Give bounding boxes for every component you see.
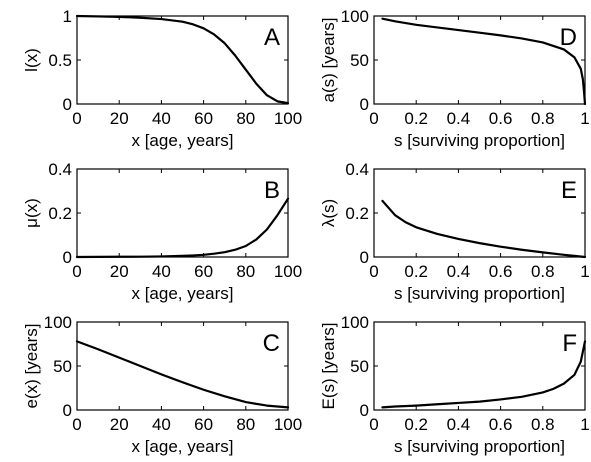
panel-letter: F	[562, 330, 577, 357]
plot-frame	[76, 168, 289, 258]
y-tick-label: 0	[360, 401, 369, 420]
plot-frame	[373, 321, 586, 411]
y-tick-label: 0	[63, 401, 72, 420]
x-tick-label: 80	[236, 262, 255, 281]
x-axis-label: s [surviving proportion]	[394, 131, 565, 150]
plot-frame	[76, 321, 289, 411]
x-tick-label: 1	[580, 262, 589, 281]
y-axis-label: E(s) [years]	[319, 323, 338, 410]
y-axis-label: μ(x)	[22, 198, 41, 228]
y-tick-label: 0.5	[48, 51, 72, 70]
x-tick-label: 0.2	[404, 109, 428, 128]
x-tick-label: 0.6	[489, 109, 513, 128]
x-tick-label: 100	[274, 415, 302, 434]
panel-letter: B	[264, 177, 280, 204]
y-tick-label: 0.2	[345, 204, 369, 223]
series-line	[381, 340, 587, 409]
x-tick-label: 0	[369, 262, 378, 281]
y-tick-label: 50	[350, 51, 369, 70]
x-tick-label: 0	[72, 262, 81, 281]
x-tick-label: 1	[580, 109, 589, 128]
series-line	[381, 17, 587, 106]
panel-d: 0 0.2 0.4 0.6 0.8 1 0 50 100 s [surviving proport…	[319, 7, 590, 150]
x-tick-label: 20	[110, 109, 129, 128]
panel-c: 0 20 40 60 80 100 0 50 100 x [age, years] e(x) [ye…	[22, 313, 302, 456]
panel-e: 0 0.2 0.4 0.6 0.8 1 0 0.2 0.4 s [surviving propor…	[319, 160, 590, 303]
x-tick-label: 1	[580, 415, 589, 434]
y-tick-label: 0	[63, 248, 72, 267]
series-line	[381, 199, 587, 259]
y-tick-label: 0	[360, 95, 369, 114]
x-tick-label: 0	[72, 415, 81, 434]
y-tick-label: 100	[341, 7, 369, 26]
y-axis-label: λ(s)	[319, 199, 338, 227]
x-tick-label: 60	[194, 109, 213, 128]
x-axis-label: x [age, years]	[131, 131, 233, 150]
x-tick-label: 20	[110, 415, 129, 434]
series-line	[75, 197, 290, 259]
x-tick-label: 0.8	[531, 262, 555, 281]
y-tick-label: 0	[360, 248, 369, 267]
panel-letter: E	[561, 177, 577, 204]
x-tick-label: 0.2	[404, 415, 428, 434]
x-tick-label: 80	[236, 415, 255, 434]
y-tick-label: 0	[63, 95, 72, 114]
x-tick-label: 40	[152, 415, 171, 434]
x-tick-label: 0.6	[489, 415, 513, 434]
x-axis-label: s [surviving proportion]	[394, 437, 565, 456]
panel-letter: C	[263, 330, 280, 357]
panel-b: 0 20 40 60 80 100 0 0.2 0.4 x [age, years] μ(x) B	[22, 160, 302, 303]
x-tick-label: 80	[236, 109, 255, 128]
x-tick-label: 20	[110, 262, 129, 281]
x-tick-label: 60	[194, 262, 213, 281]
x-tick-label: 0	[369, 109, 378, 128]
x-tick-label: 0.8	[531, 109, 555, 128]
panel-letter: D	[560, 24, 577, 51]
x-axis-label: s [surviving proportion]	[394, 284, 565, 303]
x-tick-label: 100	[274, 262, 302, 281]
panel-f: 0 0.2 0.4 0.6 0.8 1 0 50 100 s [surviving proport…	[319, 313, 590, 456]
y-tick-label: 1	[63, 7, 72, 26]
x-axis-label: x [age, years]	[131, 284, 233, 303]
series-line	[75, 340, 290, 409]
series-line	[75, 14, 290, 105]
x-tick-label: 0.4	[447, 262, 471, 281]
y-axis-label: a(s) [years]	[319, 17, 338, 102]
y-axis-label: l(x)	[22, 48, 41, 72]
x-tick-label: 0.8	[531, 415, 555, 434]
x-tick-label: 0.6	[489, 262, 513, 281]
x-tick-label: 100	[274, 109, 302, 128]
plot-frame	[76, 15, 289, 105]
x-axis-label: x [age, years]	[131, 437, 233, 456]
y-tick-label: 0.2	[48, 204, 72, 223]
panel-letter: A	[264, 24, 280, 51]
x-tick-label: 0.4	[447, 415, 471, 434]
panel-a: 0 20 40 60 80 100 0 0.5 1 x [age, years] l(x) A	[22, 7, 302, 150]
y-tick-label: 100	[44, 313, 72, 332]
plot-frame	[373, 15, 586, 105]
y-tick-label: 0.4	[345, 160, 369, 179]
x-tick-label: 0.4	[447, 109, 471, 128]
x-tick-label: 40	[152, 262, 171, 281]
y-tick-label: 100	[341, 313, 369, 332]
y-axis-label: e(x) [years]	[22, 323, 41, 408]
y-tick-label: 50	[53, 357, 72, 376]
x-tick-label: 0.2	[404, 262, 428, 281]
y-tick-label: 0.4	[48, 160, 72, 179]
x-tick-label: 60	[194, 415, 213, 434]
x-tick-label: 40	[152, 109, 171, 128]
y-tick-label: 50	[350, 357, 369, 376]
x-tick-label: 0	[369, 415, 378, 434]
x-tick-label: 0	[72, 109, 81, 128]
